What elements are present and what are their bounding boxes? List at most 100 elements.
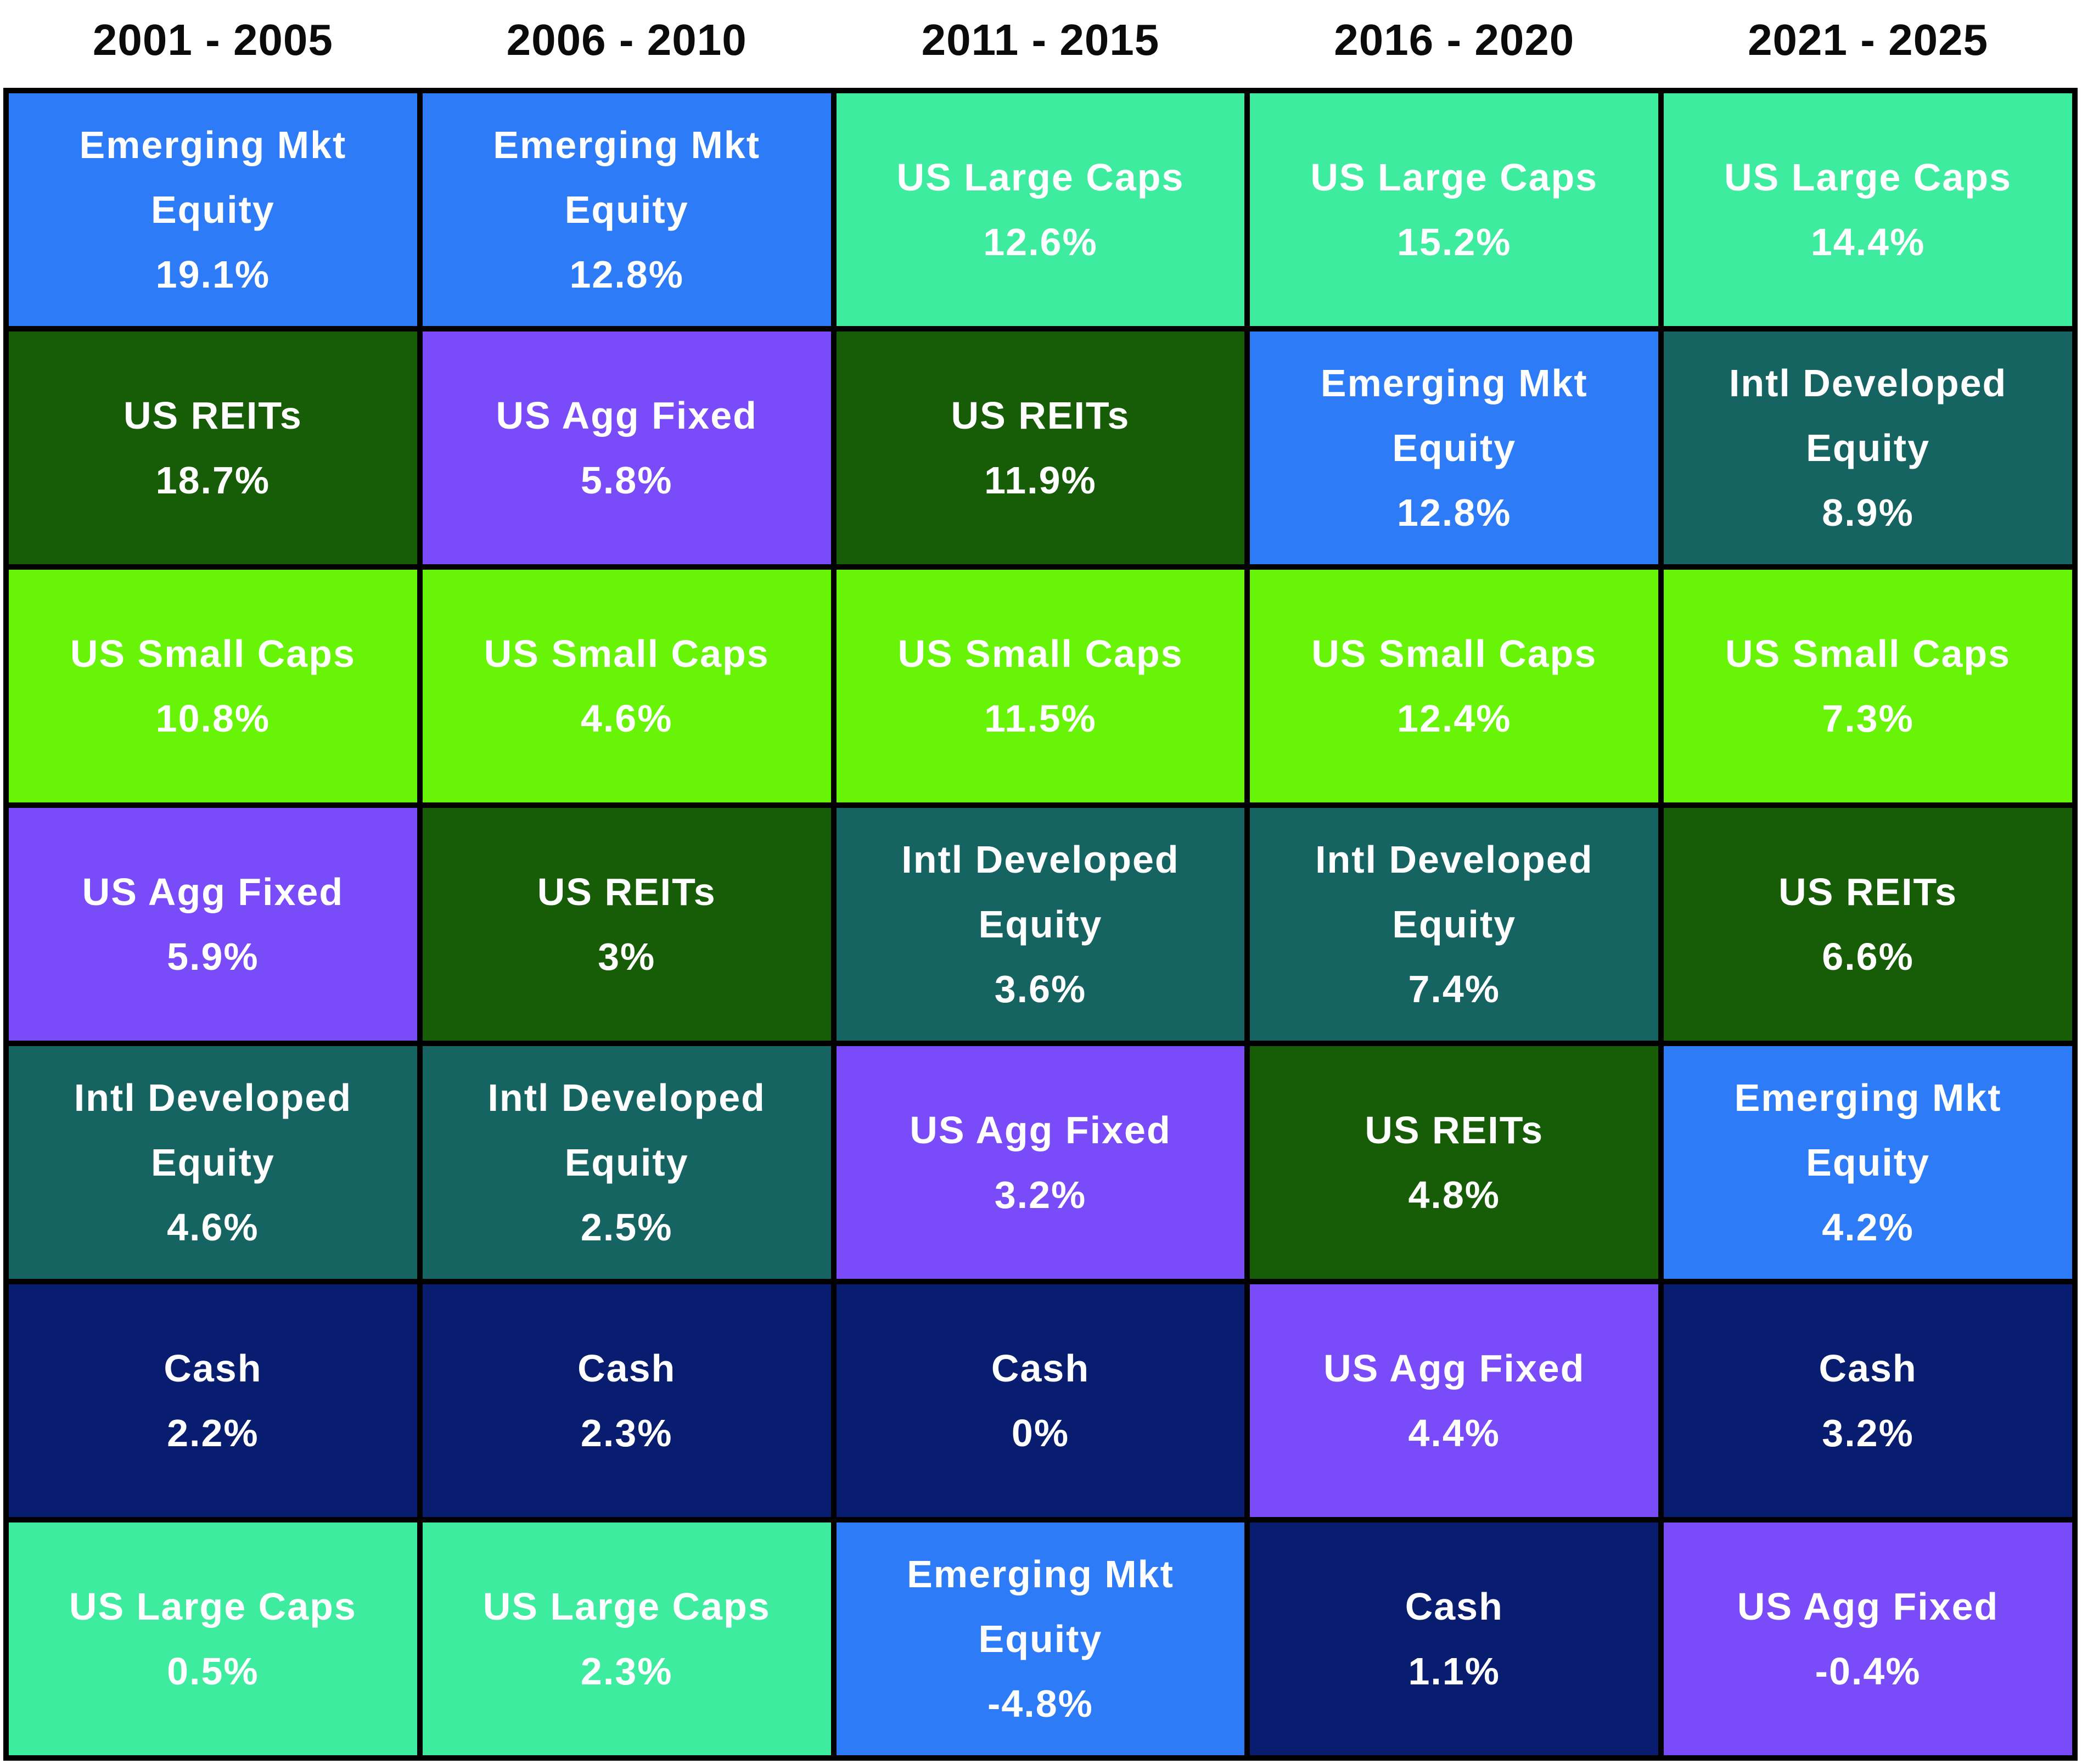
- cell-2021-2025-rank5: Emerging Mkt Equity 4.2%: [1664, 1046, 2072, 1279]
- cell-2001-2005-rank1: Emerging Mkt Equity 19.1%: [9, 93, 417, 326]
- asset-return: 10.8%: [155, 697, 271, 740]
- asset-return: 4.8%: [1408, 1173, 1501, 1216]
- asset-return: 3%: [598, 935, 656, 978]
- asset-label: US Agg Fixed: [1323, 1347, 1585, 1390]
- asset-return: 5.9%: [167, 935, 259, 978]
- asset-label: US Small Caps: [897, 632, 1183, 675]
- asset-return: 1.1%: [1408, 1650, 1501, 1693]
- asset-label: Emerging Mkt Equity: [493, 123, 761, 231]
- asset-return: 0%: [1011, 1412, 1070, 1454]
- asset-return: 12.4%: [1397, 697, 1512, 740]
- cell-2021-2025-rank6: Cash 3.2%: [1664, 1284, 2072, 1517]
- asset-label: Intl Developed Equity: [74, 1076, 352, 1184]
- asset-label: US Agg Fixed: [82, 870, 344, 913]
- asset-label: Intl Developed Equity: [1315, 838, 1593, 946]
- asset-return: 19.1%: [155, 253, 271, 296]
- cell-2016-2020-rank5: US REITs 4.8%: [1250, 1046, 1659, 1279]
- asset-return: 11.9%: [984, 459, 1097, 502]
- cell-2006-2010-rank5: Intl Developed Equity 2.5%: [422, 1046, 831, 1279]
- asset-return: 12.6%: [983, 221, 1098, 263]
- asset-return: 2.2%: [167, 1412, 259, 1454]
- asset-return: -0.4%: [1815, 1650, 1921, 1693]
- cell-2001-2005-rank6: Cash 2.2%: [9, 1284, 417, 1517]
- asset-label: US Large Caps: [896, 156, 1185, 199]
- asset-return: 12.8%: [569, 253, 684, 296]
- asset-return: 12.8%: [1397, 491, 1512, 534]
- cell-2001-2005-rank4: US Agg Fixed 5.9%: [9, 808, 417, 1041]
- cell-2001-2005-rank7: US Large Caps 0.5%: [9, 1523, 417, 1755]
- asset-return: 4.2%: [1822, 1206, 1914, 1249]
- asset-label: Intl Developed Equity: [487, 1076, 766, 1184]
- asset-label: Cash: [1819, 1347, 1917, 1390]
- asset-return: 2.3%: [580, 1412, 673, 1454]
- asset-label: US REITs: [1365, 1109, 1544, 1151]
- asset-label: US Small Caps: [1725, 632, 2011, 675]
- asset-return: 4.4%: [1408, 1412, 1501, 1454]
- asset-return: 18.7%: [155, 459, 271, 502]
- cell-2016-2020-rank2: Emerging Mkt Equity 12.8%: [1250, 332, 1659, 564]
- asset-label: Cash: [164, 1347, 262, 1390]
- asset-label: Intl Developed Equity: [901, 838, 1180, 946]
- asset-label: US REITs: [951, 394, 1130, 437]
- asset-return: 5.8%: [580, 459, 673, 502]
- period-header-2006-2010: 2006 - 2010: [506, 15, 747, 64]
- asset-label: Cash: [577, 1347, 676, 1390]
- asset-return: 0.5%: [167, 1650, 259, 1693]
- cell-2011-2015-rank6: Cash 0%: [836, 1284, 1245, 1517]
- cell-2006-2010-rank7: US Large Caps 2.3%: [422, 1523, 831, 1755]
- cell-2016-2020-rank4: Intl Developed Equity 7.4%: [1250, 808, 1659, 1041]
- asset-return: 2.3%: [580, 1650, 673, 1693]
- asset-label: US Large Caps: [482, 1585, 771, 1628]
- cell-2011-2015-rank3: US Small Caps 11.5%: [836, 570, 1245, 802]
- asset-return: 4.6%: [580, 697, 673, 740]
- cell-2006-2010-rank1: Emerging Mkt Equity 12.8%: [422, 93, 831, 326]
- asset-label: US REITs: [537, 870, 716, 913]
- asset-label: US Small Caps: [70, 632, 356, 675]
- asset-return: 3.2%: [1822, 1412, 1914, 1454]
- asset-label: US REITs: [1778, 870, 1958, 913]
- cell-2006-2010-rank2: US Agg Fixed 5.8%: [422, 332, 831, 564]
- cell-2011-2015-rank4: Intl Developed Equity 3.6%: [836, 808, 1245, 1041]
- asset-return: 14.4%: [1810, 221, 1926, 263]
- asset-return: 7.4%: [1408, 968, 1501, 1010]
- asset-label: Emerging Mkt Equity: [1320, 362, 1588, 469]
- asset-label: US Small Caps: [1311, 632, 1597, 675]
- cell-2021-2025-rank7: US Agg Fixed -0.4%: [1664, 1523, 2072, 1755]
- asset-label: US Large Caps: [1724, 156, 2012, 199]
- cell-2006-2010-rank6: Cash 2.3%: [422, 1284, 831, 1517]
- cell-2016-2020-rank6: US Agg Fixed 4.4%: [1250, 1284, 1659, 1517]
- asset-return: -4.8%: [987, 1682, 1093, 1725]
- asset-label: Cash: [1405, 1585, 1503, 1628]
- period-headers-row: 2001 - 2005 2006 - 2010 2011 - 2015 2016…: [3, 0, 2078, 88]
- cell-2001-2005-rank3: US Small Caps 10.8%: [9, 570, 417, 802]
- asset-return: 4.6%: [167, 1206, 259, 1249]
- cell-2016-2020-rank1: US Large Caps 15.2%: [1250, 93, 1659, 326]
- asset-label: US Agg Fixed: [910, 1109, 1171, 1151]
- asset-label: US Large Caps: [69, 1585, 357, 1628]
- cell-2011-2015-rank5: US Agg Fixed 3.2%: [836, 1046, 1245, 1279]
- cell-2021-2025-rank4: US REITs 6.6%: [1664, 808, 2072, 1041]
- cell-2016-2020-rank7: Cash 1.1%: [1250, 1523, 1659, 1755]
- asset-return: 11.5%: [984, 697, 1097, 740]
- asset-return: 6.6%: [1822, 935, 1914, 978]
- period-header-2001-2005: 2001 - 2005: [92, 15, 333, 64]
- asset-return: 15.2%: [1397, 221, 1512, 263]
- cell-2001-2005-rank2: US REITs 18.7%: [9, 332, 417, 564]
- asset-return: 3.6%: [994, 968, 1087, 1010]
- asset-return: 2.5%: [580, 1206, 673, 1249]
- cell-2016-2020-rank3: US Small Caps 12.4%: [1250, 570, 1659, 802]
- cell-2006-2010-rank4: US REITs 3%: [422, 808, 831, 1041]
- cell-2011-2015-rank1: US Large Caps 12.6%: [836, 93, 1245, 326]
- cell-2006-2010-rank3: US Small Caps 4.6%: [422, 570, 831, 802]
- asset-return: 3.2%: [994, 1173, 1087, 1216]
- asset-label: US Agg Fixed: [1737, 1585, 1999, 1628]
- cell-2001-2005-rank5: Intl Developed Equity 4.6%: [9, 1046, 417, 1279]
- asset-label: Emerging Mkt Equity: [79, 123, 347, 231]
- asset-label: US Large Caps: [1310, 156, 1598, 199]
- asset-label: Cash: [991, 1347, 1090, 1390]
- cell-2011-2015-rank2: US REITs 11.9%: [836, 332, 1245, 564]
- period-header-2011-2015: 2011 - 2015: [921, 15, 1160, 64]
- asset-label: Intl Developed Equity: [1729, 362, 2007, 469]
- cell-2021-2025-rank2: Intl Developed Equity 8.9%: [1664, 332, 2072, 564]
- asset-label: US REITs: [123, 394, 302, 437]
